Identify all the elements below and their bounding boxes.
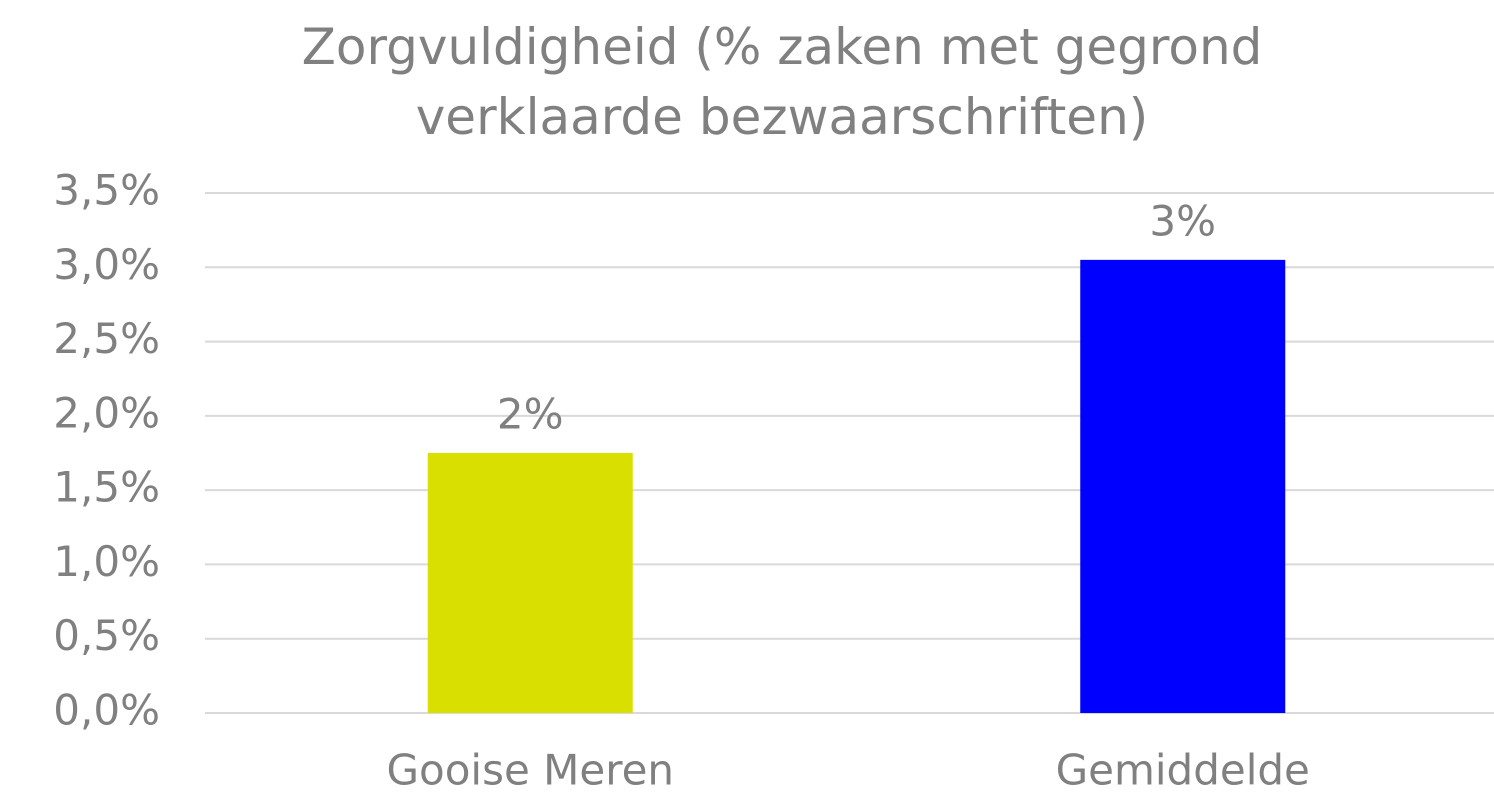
chart-title: Zorgvuldigheid (% zaken met gegrond verk… bbox=[301, 18, 1263, 146]
x-tick-label: Gemiddelde bbox=[1056, 746, 1310, 795]
y-tick-label: 3,0% bbox=[53, 240, 160, 289]
y-tick-label: 0,5% bbox=[53, 611, 160, 660]
bar bbox=[427, 453, 633, 713]
x-tick-label: Gooise Meren bbox=[386, 746, 674, 795]
y-tick-label: 1,0% bbox=[53, 537, 160, 586]
data-label: 2% bbox=[497, 390, 564, 439]
y-tick-label: 2,0% bbox=[53, 388, 160, 437]
y-tick-label: 1,5% bbox=[53, 463, 160, 512]
y-tick-label: 3,5% bbox=[53, 166, 160, 215]
y-tick-label: 0,0% bbox=[53, 686, 160, 735]
bar bbox=[1080, 259, 1286, 713]
data-label: 3% bbox=[1149, 196, 1216, 245]
y-tick-label: 2,5% bbox=[53, 314, 160, 363]
